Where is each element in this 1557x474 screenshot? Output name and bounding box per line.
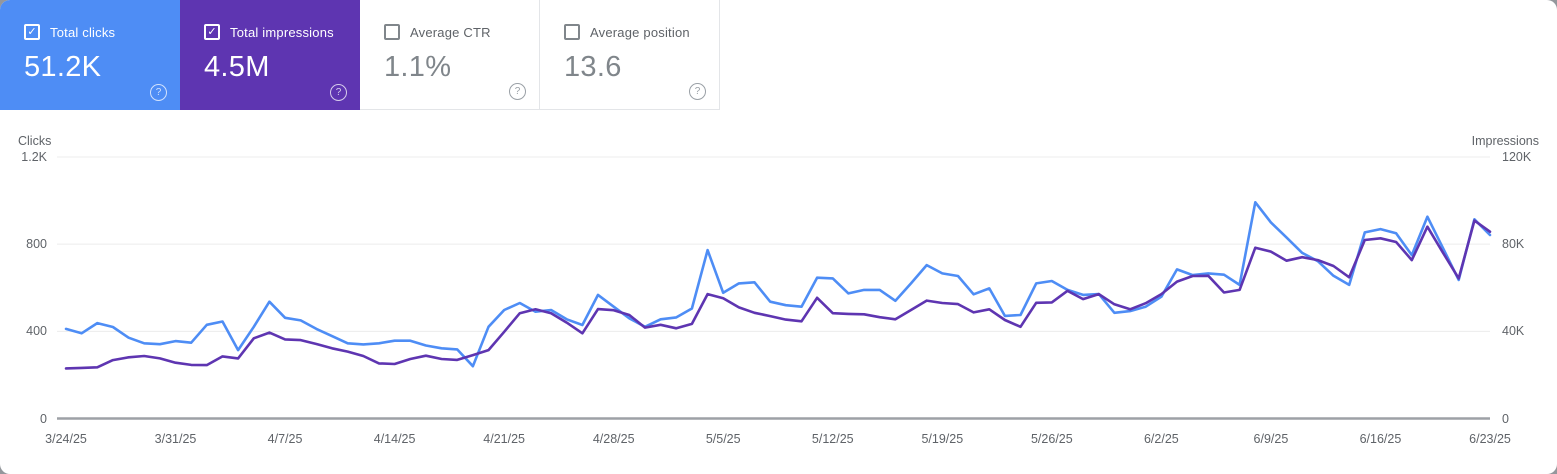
x-axis-tick: 5/5/25 xyxy=(705,432,741,446)
metric-card-header: ✓ Average CTR xyxy=(384,24,539,40)
check-icon: ✓ xyxy=(207,25,217,38)
metric-card-value: 13.6 xyxy=(564,51,622,83)
checkbox-icon[interactable]: ✓ xyxy=(564,24,580,40)
impressions-line[interactable] xyxy=(64,219,1492,370)
y-axis-tick-right: 120K xyxy=(1502,150,1532,164)
checkbox-icon[interactable]: ✓ xyxy=(384,24,400,40)
x-axis-tick: 6/16/25 xyxy=(1359,432,1402,446)
y-axis-tick-left: 400 xyxy=(26,324,47,339)
metric-card-header: ✓ Total impressions xyxy=(204,24,360,40)
help-icon[interactable]: ? xyxy=(330,84,347,101)
checkbox-icon[interactable]: ✓ xyxy=(24,24,40,40)
metric-cards-row: ✓ Total clicks 51.2K ? ✓ Total impressio… xyxy=(0,0,720,110)
right-axis-title: Impressions xyxy=(1471,134,1539,148)
x-axis-tick: 5/26/25 xyxy=(1030,432,1073,446)
y-axis-tick-right: 80K xyxy=(1502,237,1525,252)
x-axis-tick: 4/21/25 xyxy=(483,432,525,446)
metric-card-average-position[interactable]: ✓ Average position 13.6 ? xyxy=(540,0,720,110)
metric-card-header: ✓ Average position xyxy=(564,24,719,40)
x-axis-tick: 4/14/25 xyxy=(373,432,416,446)
x-axis-tick: 3/24/25 xyxy=(45,432,87,446)
metric-card-label: Total clicks xyxy=(50,24,116,40)
y-axis-tick-left: 0 xyxy=(40,411,47,426)
x-axis-tick: 6/2/25 xyxy=(1143,432,1179,446)
y-axis-tick-left: 1.2K xyxy=(21,150,47,164)
x-axis-tick: 5/12/25 xyxy=(811,432,854,446)
x-axis-tick: 5/19/25 xyxy=(921,432,964,446)
help-icon[interactable]: ? xyxy=(509,83,526,100)
y-axis-tick-left: 800 xyxy=(26,237,47,252)
metric-card-value: 51.2K xyxy=(24,51,102,83)
metric-card-label: Total impressions xyxy=(230,24,334,40)
help-icon[interactable]: ? xyxy=(689,83,706,100)
x-axis-tick: 4/28/25 xyxy=(592,432,635,446)
metric-card-value: 1.1% xyxy=(384,51,452,83)
metric-card-label: Average CTR xyxy=(410,24,491,40)
y-axis-tick-right: 0 xyxy=(1502,411,1509,426)
x-axis-tick: 6/23/25 xyxy=(1469,432,1511,446)
metric-card-average-ctr[interactable]: ✓ Average CTR 1.1% ? xyxy=(360,0,540,110)
x-axis-tick: 3/31/25 xyxy=(154,432,197,446)
metric-card-total-impressions[interactable]: ✓ Total impressions 4.5M ? xyxy=(180,0,360,110)
clicks-line[interactable] xyxy=(64,201,1492,368)
check-icon: ✓ xyxy=(27,25,37,38)
metric-card-header: ✓ Total clicks xyxy=(24,24,180,40)
metric-card-total-clicks[interactable]: ✓ Total clicks 51.2K ? xyxy=(0,0,180,110)
metric-card-value: 4.5M xyxy=(204,51,270,83)
metric-card-label: Average position xyxy=(590,24,690,40)
left-axis-title: Clicks xyxy=(18,134,52,148)
y-axis-tick-right: 40K xyxy=(1502,324,1525,339)
x-axis-tick: 6/9/25 xyxy=(1253,432,1289,446)
help-icon[interactable]: ? xyxy=(150,84,167,101)
checkbox-icon[interactable]: ✓ xyxy=(204,24,220,40)
x-axis-tick: 4/7/25 xyxy=(267,432,303,446)
